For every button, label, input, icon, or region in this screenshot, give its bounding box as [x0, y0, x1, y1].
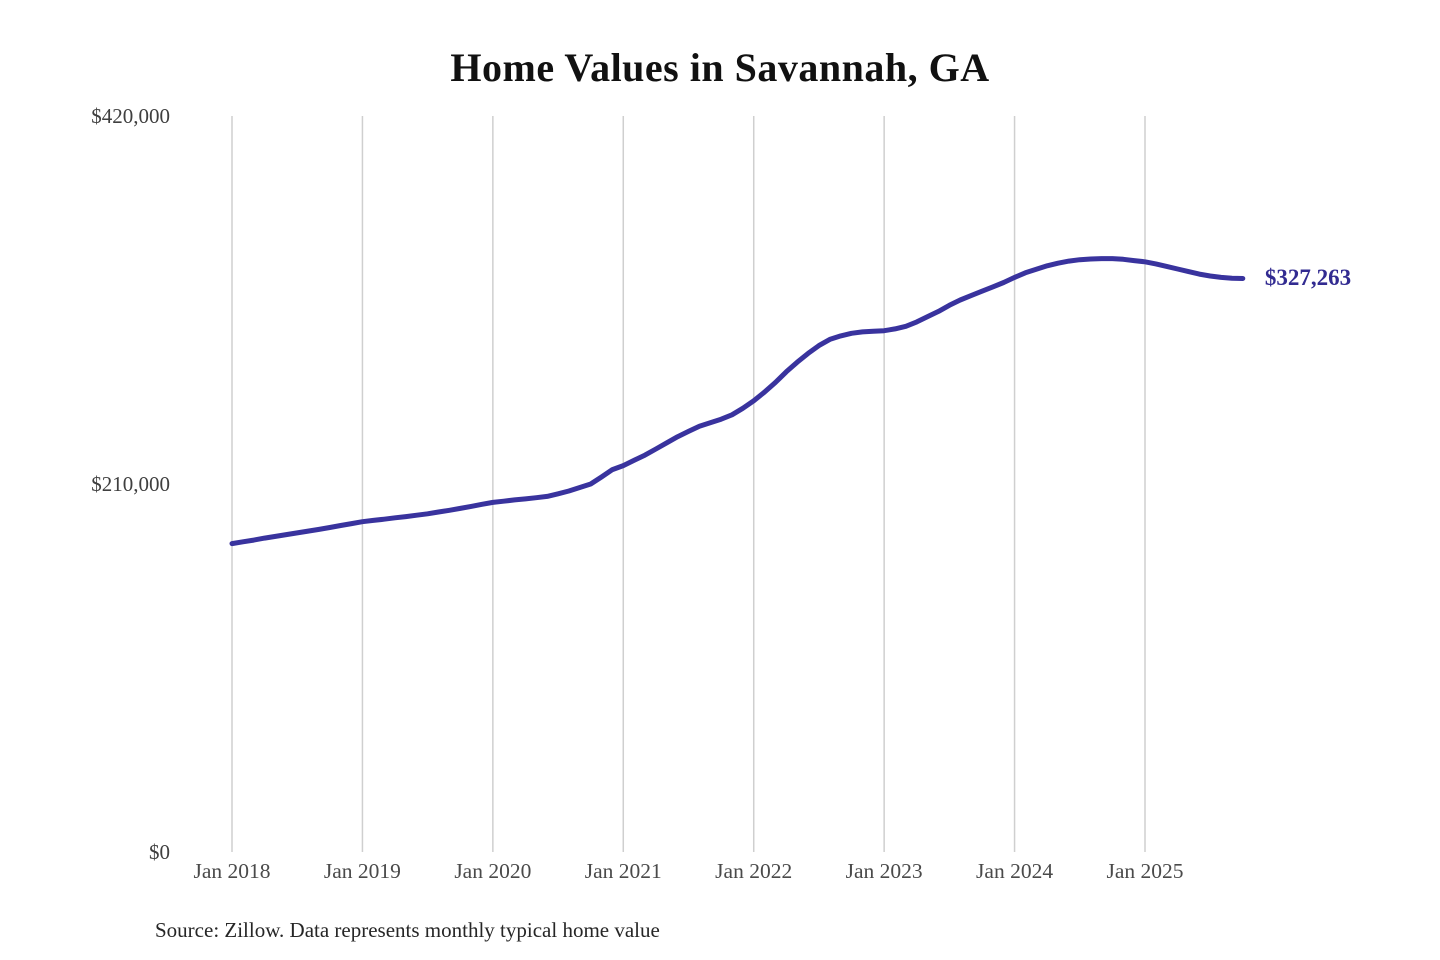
x-axis-tick-label: Jan 2019 [323, 859, 401, 883]
y-axis-tick-label: $0 [149, 840, 170, 864]
x-axis-tick-label: Jan 2020 [454, 859, 532, 883]
home-value-line [229, 256, 1246, 547]
x-axis-tick-label: Jan 2021 [584, 859, 662, 883]
x-axis-tick-label: Jan 2023 [845, 859, 923, 883]
latest-value-label: $327,263 [1264, 264, 1352, 290]
y-axis-tick-label: $420,000 [91, 104, 170, 128]
x-axis-tick-label: Jan 2022 [715, 859, 793, 883]
x-axis-tick-label: Jan 2018 [193, 859, 271, 883]
gridlines-group [231, 116, 1146, 852]
source-note: Source: Zillow. Data represents monthly … [155, 918, 660, 942]
y-axis-tick-label: $210,000 [91, 472, 170, 496]
x-axis-tick-label: Jan 2024 [976, 859, 1054, 883]
chart-title: Home Values in Savannah, GA [450, 45, 990, 90]
x-axis-tick-label: Jan 2025 [1106, 859, 1184, 883]
